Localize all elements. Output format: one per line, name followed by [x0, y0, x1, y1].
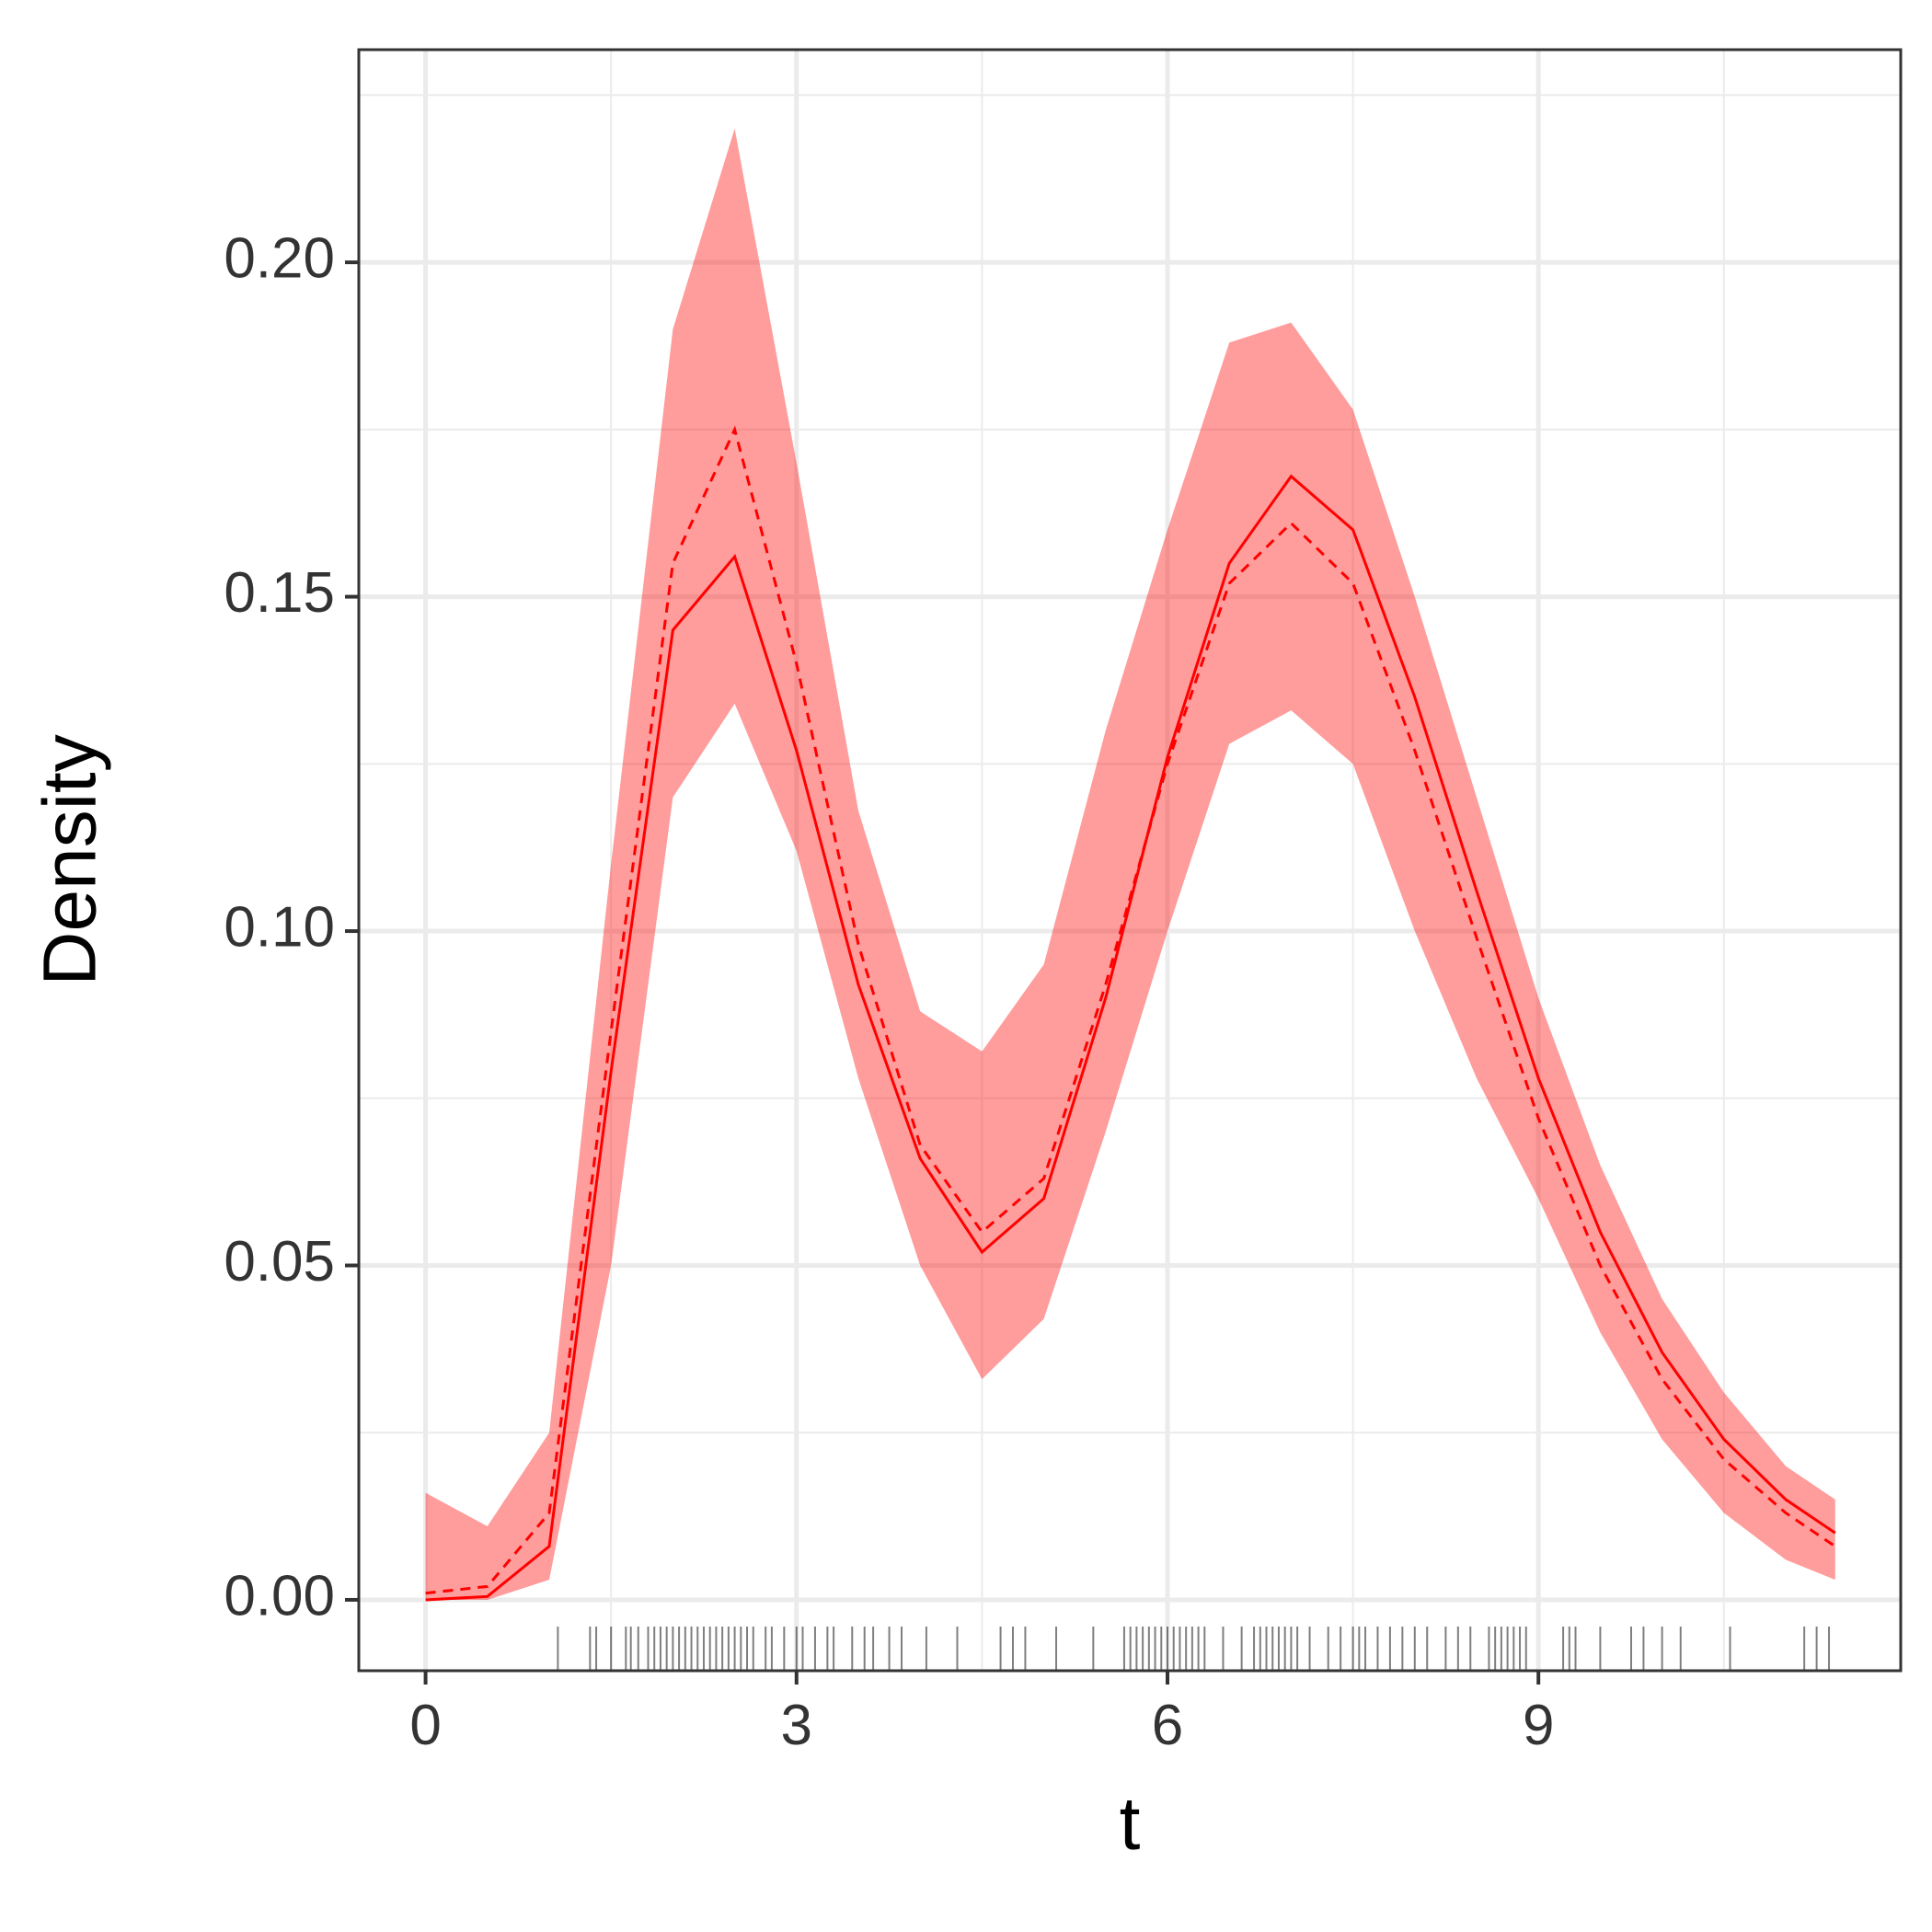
- confidence-band: [425, 128, 1835, 1600]
- x-axis-title: t: [1120, 1782, 1141, 1866]
- y-tick-label: 0.15: [224, 561, 335, 625]
- y-tick-label: 0.05: [224, 1230, 335, 1294]
- plot-area: [425, 128, 1836, 1671]
- axes: 0 3 6 9 0.00 0.05 0.10 0.15 0.20: [224, 227, 1554, 1757]
- y-axis-title: Density: [29, 734, 112, 985]
- x-tick-label: 0: [409, 1694, 441, 1757]
- y-tick-label: 0.00: [224, 1564, 335, 1627]
- y-tick-label: 0.20: [224, 227, 335, 291]
- x-tick-label: 3: [781, 1694, 812, 1757]
- y-tick-label: 0.10: [224, 895, 335, 959]
- x-tick-label: 6: [1152, 1694, 1183, 1757]
- dashed-line: [425, 425, 1836, 1595]
- panel-border: [357, 48, 1903, 1673]
- x-tick-label: 9: [1523, 1694, 1554, 1757]
- grid: [359, 50, 1901, 1671]
